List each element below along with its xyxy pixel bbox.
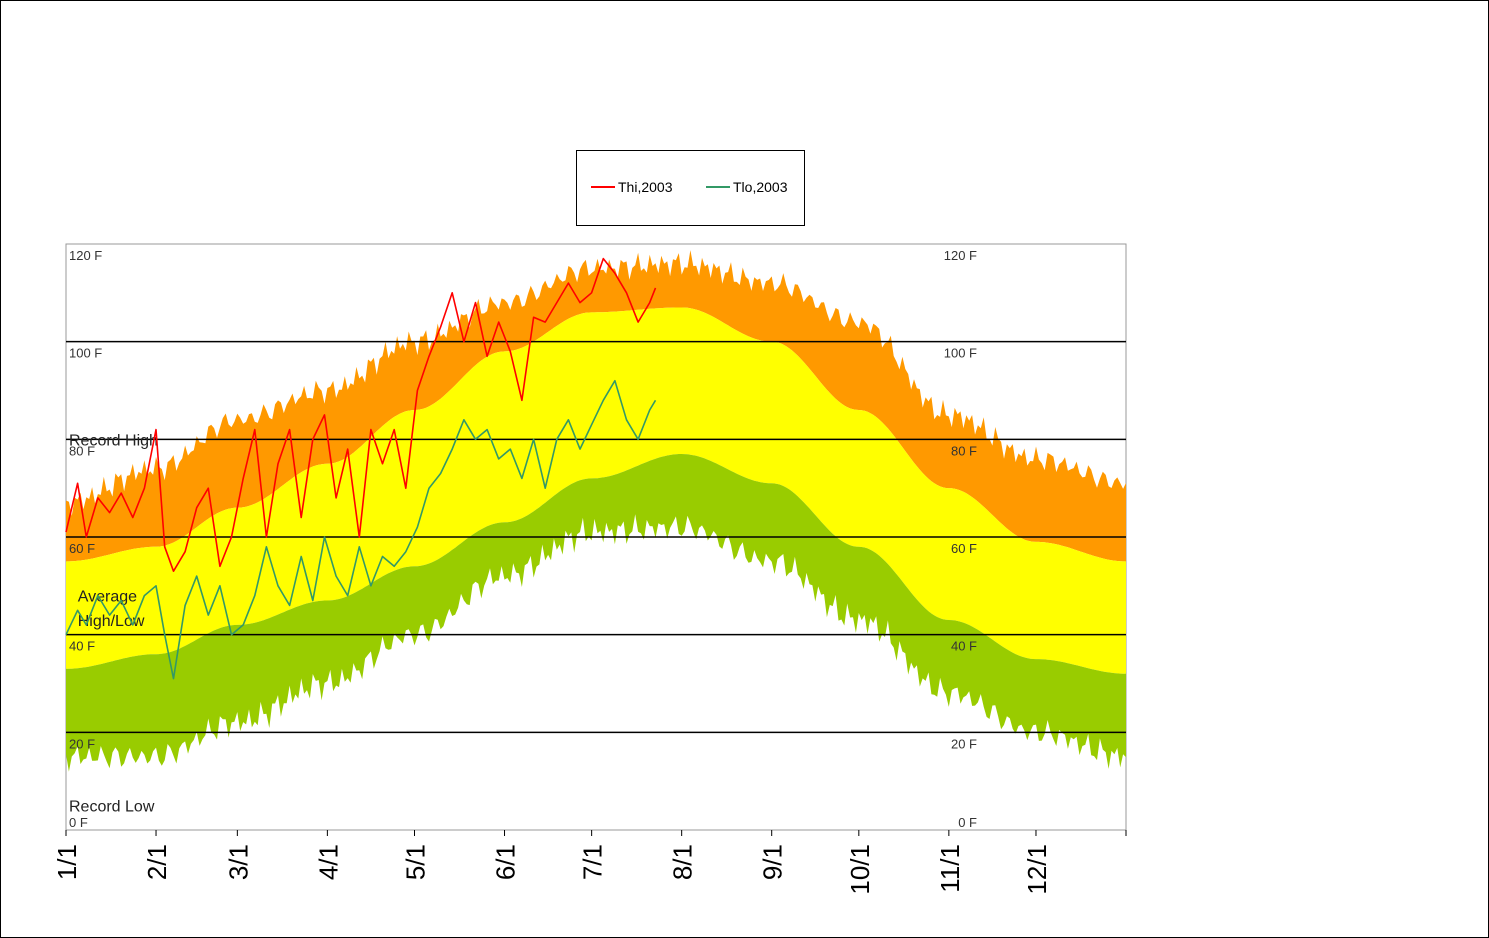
- y-tick-label-right: 100 F: [944, 346, 977, 361]
- x-tick-label: 3/1: [223, 844, 253, 880]
- plot-area: 0 F 0 F 20 F 20 F 40 F 40 F 60 F 60 F 80 F 80 F 10…: [52, 243, 1127, 895]
- thi-2003-series-line: [65, 257, 657, 572]
- y-tick-label-right: 80 F: [951, 443, 977, 458]
- x-tick-label: 7/1: [578, 844, 608, 880]
- tlo-2003-series-line: [65, 379, 657, 680]
- legend-label-thi: Thi,2003: [618, 179, 673, 195]
- legend: Thi,2003 Tlo,2003: [576, 150, 805, 226]
- x-tick-label: 2/1: [142, 844, 172, 880]
- y-tick-label-right: 40 F: [951, 639, 977, 654]
- x-tick-label: 9/1: [758, 844, 788, 880]
- y-tick-label-right: 0 F: [958, 815, 977, 830]
- annotation-label: Average: [78, 589, 137, 606]
- annotation-label: High/Low: [78, 613, 145, 630]
- y-tick-label-left: 20 F: [69, 736, 95, 751]
- x-tick-label: 11/1: [935, 844, 965, 893]
- y-tick-label-left: 40 F: [69, 639, 95, 654]
- y-tick-label-right: 20 F: [951, 736, 977, 751]
- x-tick-label: 10/1: [845, 844, 875, 895]
- record-low-band: [66, 454, 1126, 772]
- y-tick-label-right: 60 F: [951, 541, 977, 556]
- x-tick-label: 5/1: [400, 844, 430, 880]
- y-tick-label-left: 100 F: [69, 346, 102, 361]
- x-tick-label: 12/1: [1022, 844, 1052, 895]
- legend-swatch-thi: [591, 186, 615, 188]
- average-band: [66, 307, 1126, 674]
- y-tick-label-left: 0 F: [69, 815, 88, 830]
- y-tick-label-left: 80 F: [69, 443, 95, 458]
- y-tick-label-left: 60 F: [69, 541, 95, 556]
- legend-item-tlo: Tlo,2003: [706, 179, 787, 195]
- legend-swatch-tlo: [706, 186, 730, 188]
- x-tick-label: 6/1: [491, 844, 521, 880]
- legend-item-thi: Thi,2003: [591, 179, 672, 195]
- record-high-band: [66, 250, 1126, 562]
- x-tick-label: 4/1: [313, 844, 343, 880]
- x-tick-label: 1/1: [52, 844, 82, 880]
- legend-label-tlo: Tlo,2003: [733, 179, 788, 195]
- y-tick-label-right: 120 F: [944, 248, 977, 263]
- annotation-label: Record High: [69, 432, 158, 449]
- annotation-label: Record Low: [69, 799, 155, 816]
- y-tick-label-left: 120 F: [69, 248, 102, 263]
- x-tick-label: 8/1: [668, 844, 698, 880]
